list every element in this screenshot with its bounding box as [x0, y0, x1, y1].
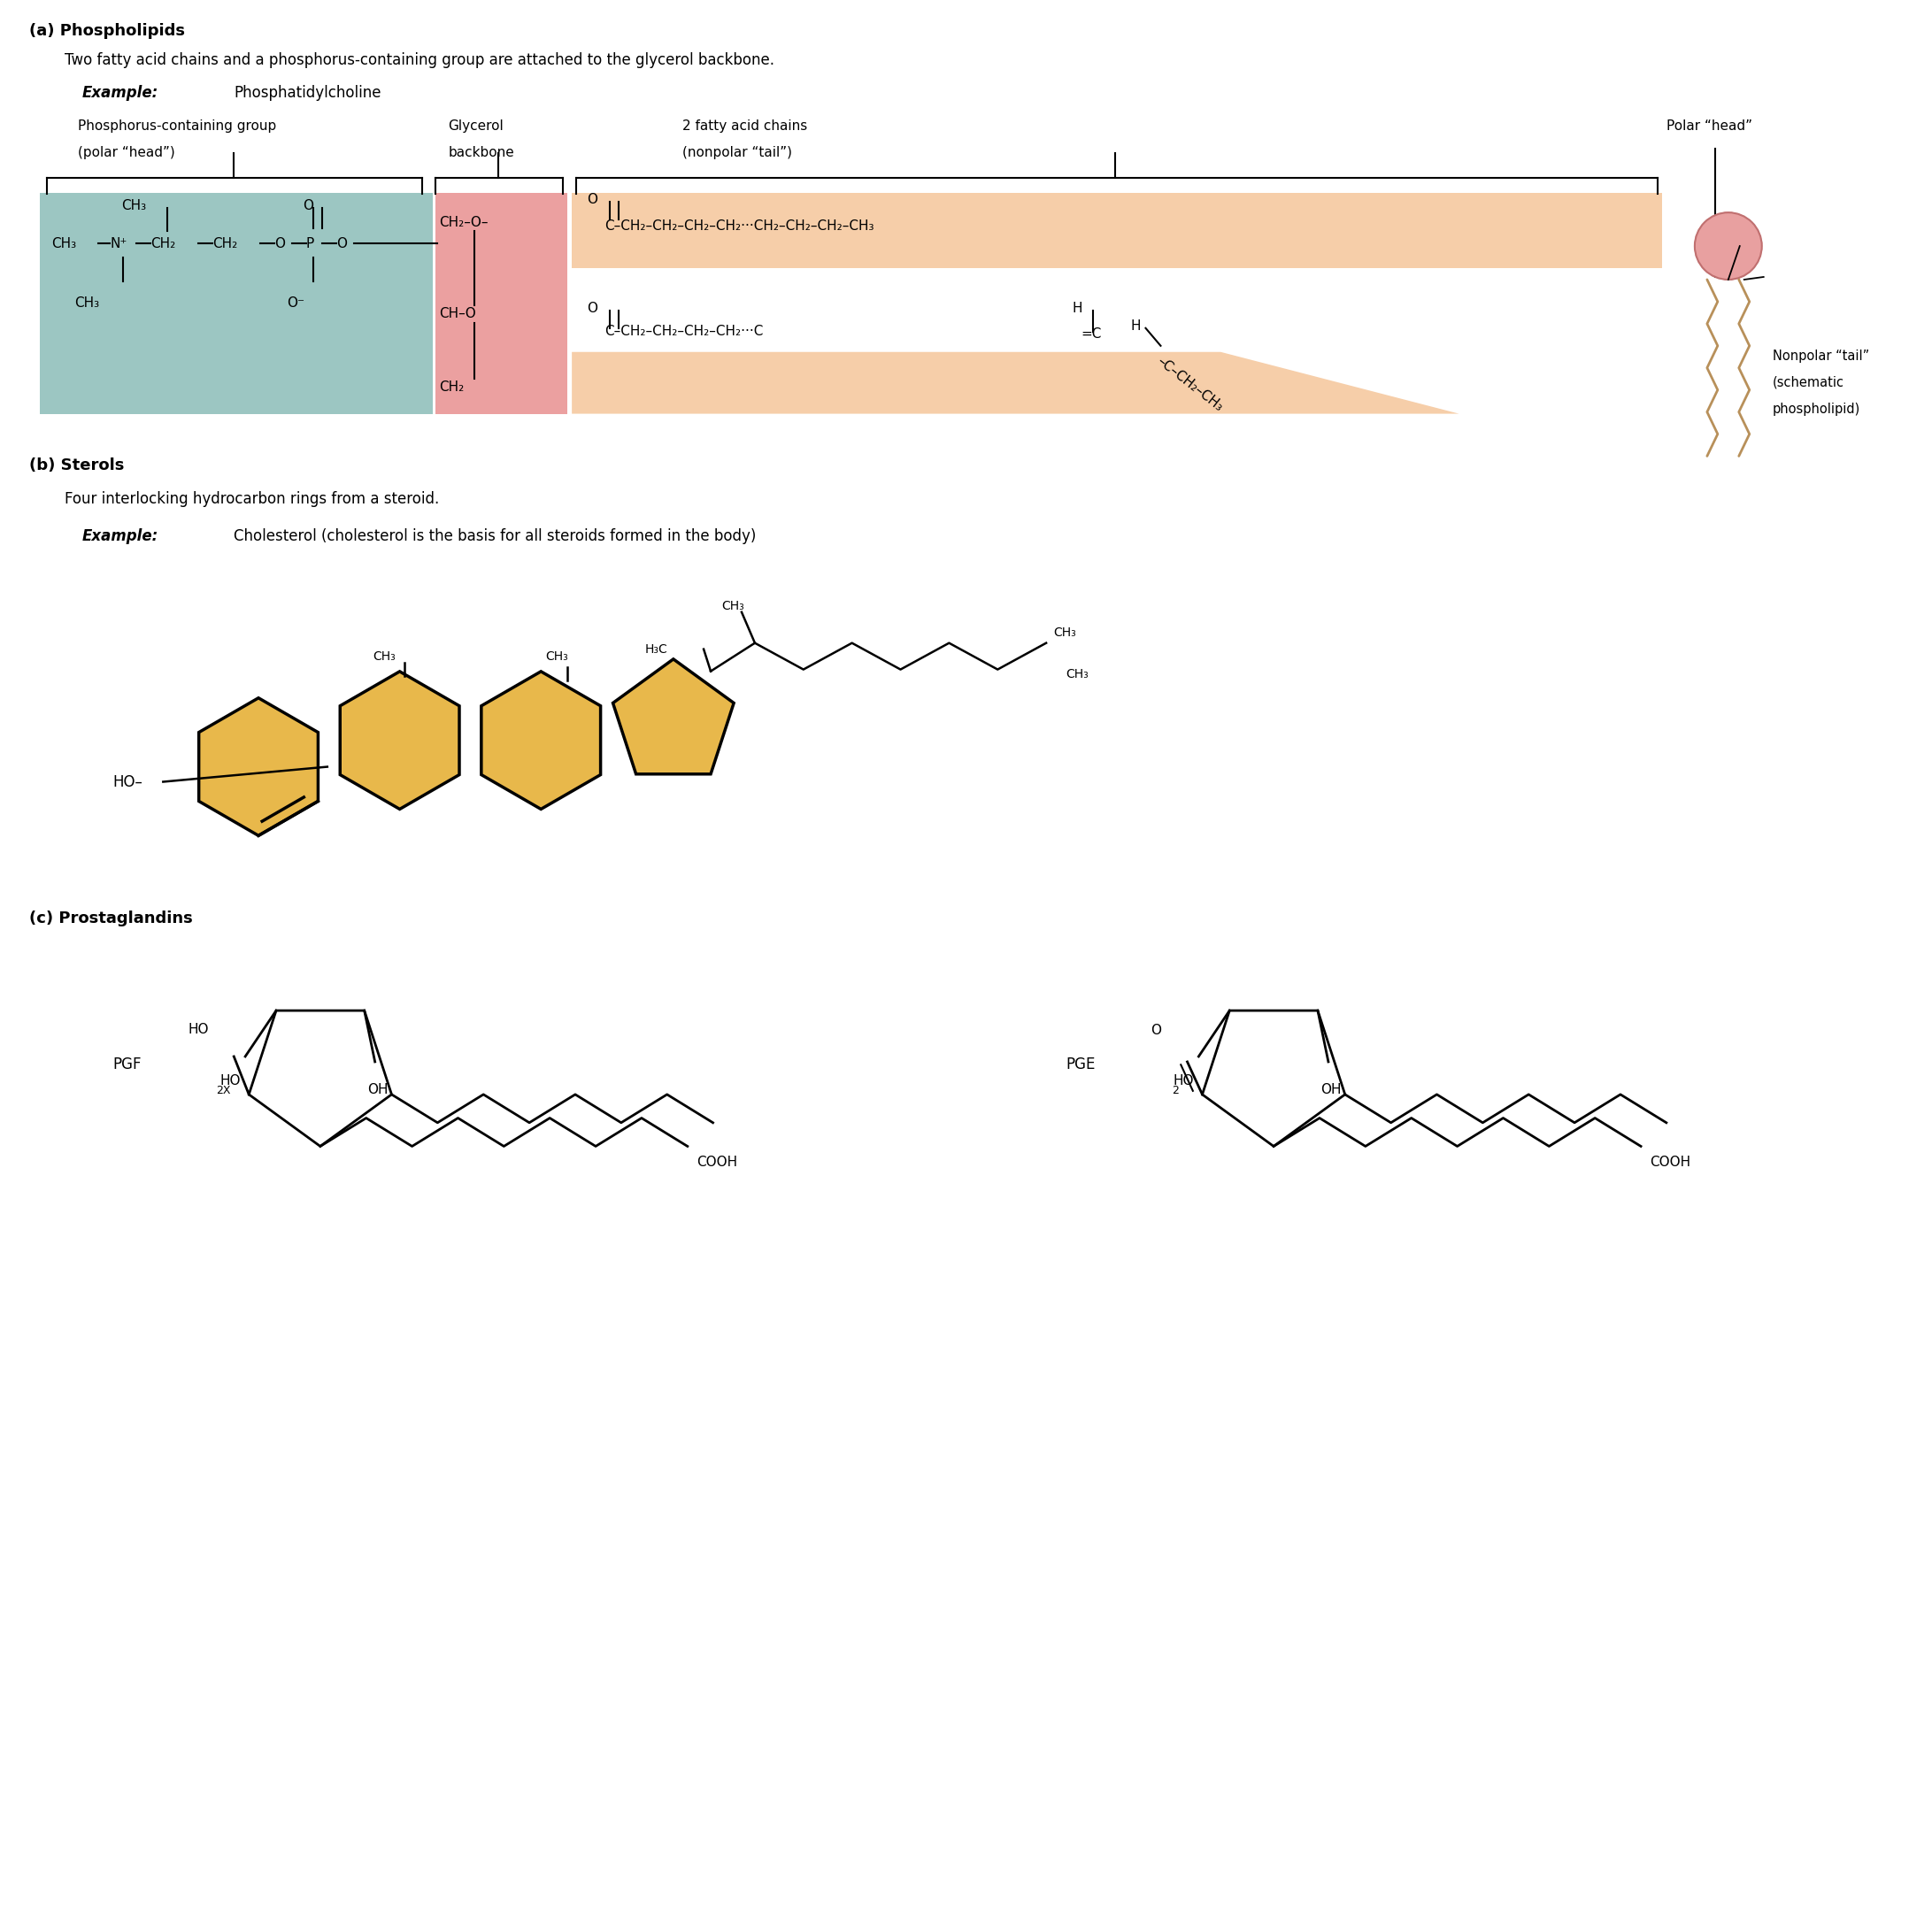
- Text: 2X: 2X: [216, 1085, 230, 1097]
- Polygon shape: [340, 672, 460, 809]
- Text: C–CH₂–CH₂–CH₂–CH₂···C: C–CH₂–CH₂–CH₂–CH₂···C: [605, 325, 763, 338]
- Text: HO–: HO–: [112, 774, 143, 790]
- Text: O: O: [336, 236, 346, 250]
- Text: Phosphatidylcholine: Phosphatidylcholine: [234, 85, 381, 100]
- Text: CH₃: CH₃: [122, 200, 147, 213]
- Circle shape: [1694, 213, 1762, 280]
- Text: backbone: backbone: [448, 146, 514, 159]
- Text: Example:: Example:: [81, 85, 158, 100]
- Text: O⁻: O⁻: [286, 296, 305, 309]
- Bar: [435, 194, 568, 413]
- Text: HO: HO: [220, 1074, 242, 1087]
- Text: H₃C: H₃C: [645, 644, 667, 655]
- Text: O: O: [274, 236, 286, 250]
- Text: –C–CH₂–CH₃: –C–CH₂–CH₃: [1155, 355, 1225, 415]
- Text: Polar “head”: Polar “head”: [1667, 119, 1752, 133]
- Text: (schematic: (schematic: [1772, 377, 1845, 390]
- Text: Two fatty acid chains and a phosphorus-containing group are attached to the glyc: Two fatty acid chains and a phosphorus-c…: [64, 52, 775, 67]
- Text: CH–O: CH–O: [439, 307, 477, 321]
- Text: N⁺: N⁺: [110, 236, 128, 250]
- Polygon shape: [199, 697, 319, 836]
- Text: =C: =C: [1082, 328, 1101, 340]
- Text: CH₂: CH₂: [439, 380, 464, 394]
- Text: OH: OH: [1321, 1083, 1341, 1097]
- Text: H: H: [1072, 302, 1082, 315]
- Text: O: O: [1151, 1024, 1161, 1037]
- Text: HO: HO: [1173, 1074, 1194, 1087]
- Polygon shape: [572, 352, 1459, 413]
- Text: Phosphorus-containing group: Phosphorus-containing group: [77, 119, 276, 133]
- Text: Cholesterol (cholesterol is the basis for all steroids formed in the body): Cholesterol (cholesterol is the basis fo…: [234, 528, 755, 544]
- Text: CH₃: CH₃: [721, 599, 744, 613]
- Text: CH₃: CH₃: [50, 236, 75, 250]
- Text: 2: 2: [1173, 1085, 1179, 1097]
- Text: H: H: [1130, 319, 1140, 332]
- Text: (a) Phospholipids: (a) Phospholipids: [29, 23, 185, 38]
- Text: C–CH₂–CH₂–CH₂–CH₂···CH₂–CH₂–CH₂–CH₃: C–CH₂–CH₂–CH₂–CH₂···CH₂–CH₂–CH₂–CH₃: [605, 219, 873, 232]
- Text: CH₃: CH₃: [545, 649, 568, 663]
- Text: CH₃: CH₃: [75, 296, 100, 309]
- Text: 2 fatty acid chains: 2 fatty acid chains: [682, 119, 808, 133]
- Text: OH: OH: [367, 1083, 388, 1097]
- Polygon shape: [481, 672, 601, 809]
- Bar: [572, 194, 1662, 269]
- Text: P: P: [305, 236, 315, 250]
- Text: (nonpolar “tail”): (nonpolar “tail”): [682, 146, 792, 159]
- Text: COOH: COOH: [696, 1156, 738, 1168]
- Bar: [39, 194, 433, 413]
- Text: CH₃: CH₃: [1066, 669, 1088, 680]
- Polygon shape: [612, 659, 734, 774]
- Text: Nonpolar “tail”: Nonpolar “tail”: [1772, 350, 1868, 363]
- Text: CH₂: CH₂: [213, 236, 238, 250]
- Text: HO: HO: [187, 1022, 209, 1035]
- Text: PGE: PGE: [1066, 1057, 1095, 1072]
- Text: (c) Prostaglandins: (c) Prostaglandins: [29, 911, 193, 926]
- Text: PGF: PGF: [112, 1057, 141, 1072]
- Text: CH₂: CH₂: [151, 236, 176, 250]
- Text: O: O: [587, 194, 597, 206]
- Text: COOH: COOH: [1650, 1156, 1690, 1168]
- Text: CH₃: CH₃: [373, 649, 396, 663]
- Text: O: O: [303, 200, 313, 213]
- Text: O: O: [587, 302, 597, 315]
- Text: (b) Sterols: (b) Sterols: [29, 457, 124, 474]
- Text: phospholipid): phospholipid): [1772, 401, 1861, 415]
- Text: Four interlocking hydrocarbon rings from a steroid.: Four interlocking hydrocarbon rings from…: [64, 492, 439, 507]
- Text: Example:: Example:: [81, 528, 158, 544]
- Text: CH₂–O–: CH₂–O–: [439, 215, 489, 229]
- Text: CH₃: CH₃: [1053, 626, 1076, 638]
- Text: (polar “head”): (polar “head”): [77, 146, 174, 159]
- Text: Glycerol: Glycerol: [448, 119, 504, 133]
